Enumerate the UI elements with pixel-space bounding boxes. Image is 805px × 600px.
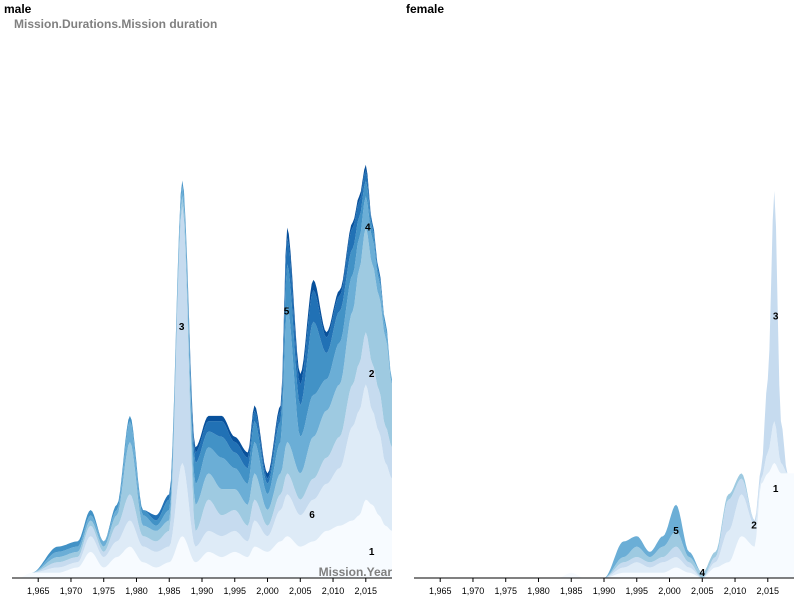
x-axis-ticks-female: 1,965 1,970 1,975 1,980 1,985 1,990 1,995 2,000… — [429, 578, 779, 596]
series-label-4: 4 — [699, 568, 705, 579]
series-label-2: 2 — [369, 369, 375, 380]
x-tick-label: 1,995 — [625, 586, 648, 596]
x-tick-label: 1,985 — [158, 586, 181, 596]
x-tick-label: 1,970 — [60, 586, 83, 596]
facet-title-male: male — [4, 2, 32, 16]
series-label-2: 2 — [751, 521, 757, 532]
series-label-3: 3 — [179, 322, 185, 333]
series-labels-female: 1 2 3 4 5 — [673, 312, 779, 579]
series-label-5: 5 — [673, 526, 679, 537]
x-tick-label: 1,990 — [191, 586, 214, 596]
x-tick-label: 2,000 — [658, 586, 681, 596]
series-labels-male: 1 2 3 4 5 6 — [179, 223, 375, 558]
stream-layer-6 — [12, 180, 392, 578]
facet-title-female: female — [406, 2, 444, 16]
x-tick-label: 1,975 — [494, 586, 517, 596]
x-tick-label: 1,990 — [593, 586, 616, 596]
stream-layers-female — [414, 191, 794, 578]
x-tick-label: 2,000 — [256, 586, 279, 596]
y-axis-label: Mission.Durations.Mission duration — [14, 17, 217, 31]
stream-layer-1 — [414, 462, 794, 578]
series-label-3: 3 — [773, 312, 779, 323]
series-label-1: 1 — [369, 547, 375, 558]
stream-layers-male — [12, 164, 392, 579]
series-label-1: 1 — [773, 484, 779, 495]
x-tick-label: 2,015 — [355, 586, 378, 596]
x-tick-label: 1,980 — [527, 586, 550, 596]
x-tick-label: 2,010 — [724, 586, 747, 596]
x-tick-label: 2,015 — [757, 586, 780, 596]
x-tick-label: 1,975 — [92, 586, 115, 596]
x-tick-label: 1,970 — [462, 586, 485, 596]
stream-layer-1 — [12, 499, 392, 578]
series-label-5: 5 — [284, 306, 290, 317]
x-tick-label: 2,005 — [691, 586, 714, 596]
x-axis-label: Mission.Year — [319, 565, 393, 579]
x-tick-label: 2,005 — [289, 586, 312, 596]
x-tick-label: 1,965 — [429, 586, 452, 596]
facet-male: male Mission.Durations.Mission duration … — [4, 2, 392, 596]
series-label-4: 4 — [365, 223, 371, 234]
x-axis-ticks-male: 1,965 1,970 1,975 1,980 1,985 1,990 1,995 2,000… — [27, 578, 377, 596]
x-tick-label: 2,010 — [322, 586, 345, 596]
facet-female: female 1,965 1,970 1,975 1,980 1,985 1,990 1,9… — [406, 2, 794, 596]
x-tick-label: 1,965 — [27, 586, 50, 596]
stream-layer-2 — [12, 384, 392, 578]
x-tick-label: 1,980 — [125, 586, 148, 596]
series-label-6: 6 — [309, 510, 315, 521]
x-tick-label: 1,995 — [223, 586, 246, 596]
x-tick-label: 1,985 — [560, 586, 583, 596]
stream-layer-4 — [12, 196, 392, 578]
